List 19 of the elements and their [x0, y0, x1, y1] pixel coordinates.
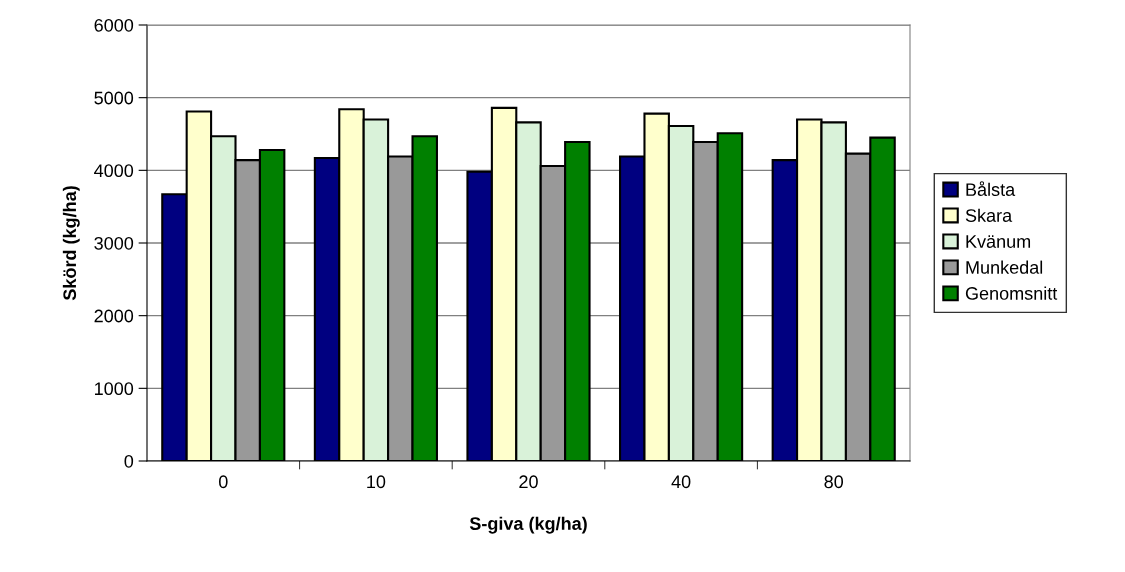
y-tick-label: 1000: [95, 382, 134, 396]
x-tick-label: 80: [824, 475, 844, 489]
y-tick-label: 6000: [94, 18, 134, 32]
legend-label: Munkedal: [966, 260, 1043, 274]
y-axis-title: Skörd (kg/ha): [62, 186, 80, 301]
x-axis-title: S-giva (kg/ha): [469, 516, 587, 534]
legend-label: Bålsta: [966, 181, 1016, 196]
x-tick-label: 20: [519, 475, 538, 489]
legend-label: Skara: [965, 208, 1013, 222]
legend-label: Kvänum: [966, 235, 1031, 248]
x-tick-label: 40: [671, 475, 691, 489]
y-tick-label: 2000: [94, 309, 134, 323]
x-tick-label: 0: [218, 475, 228, 489]
x-tick-label: 10: [367, 475, 386, 489]
y-tick-label: 4000: [94, 164, 134, 178]
y-tick-label: 5000: [94, 91, 134, 105]
legend-label: Genomsnitt: [965, 286, 1058, 300]
y-tick-label: 3000: [94, 236, 134, 250]
y-tick-label: 0: [124, 454, 134, 468]
